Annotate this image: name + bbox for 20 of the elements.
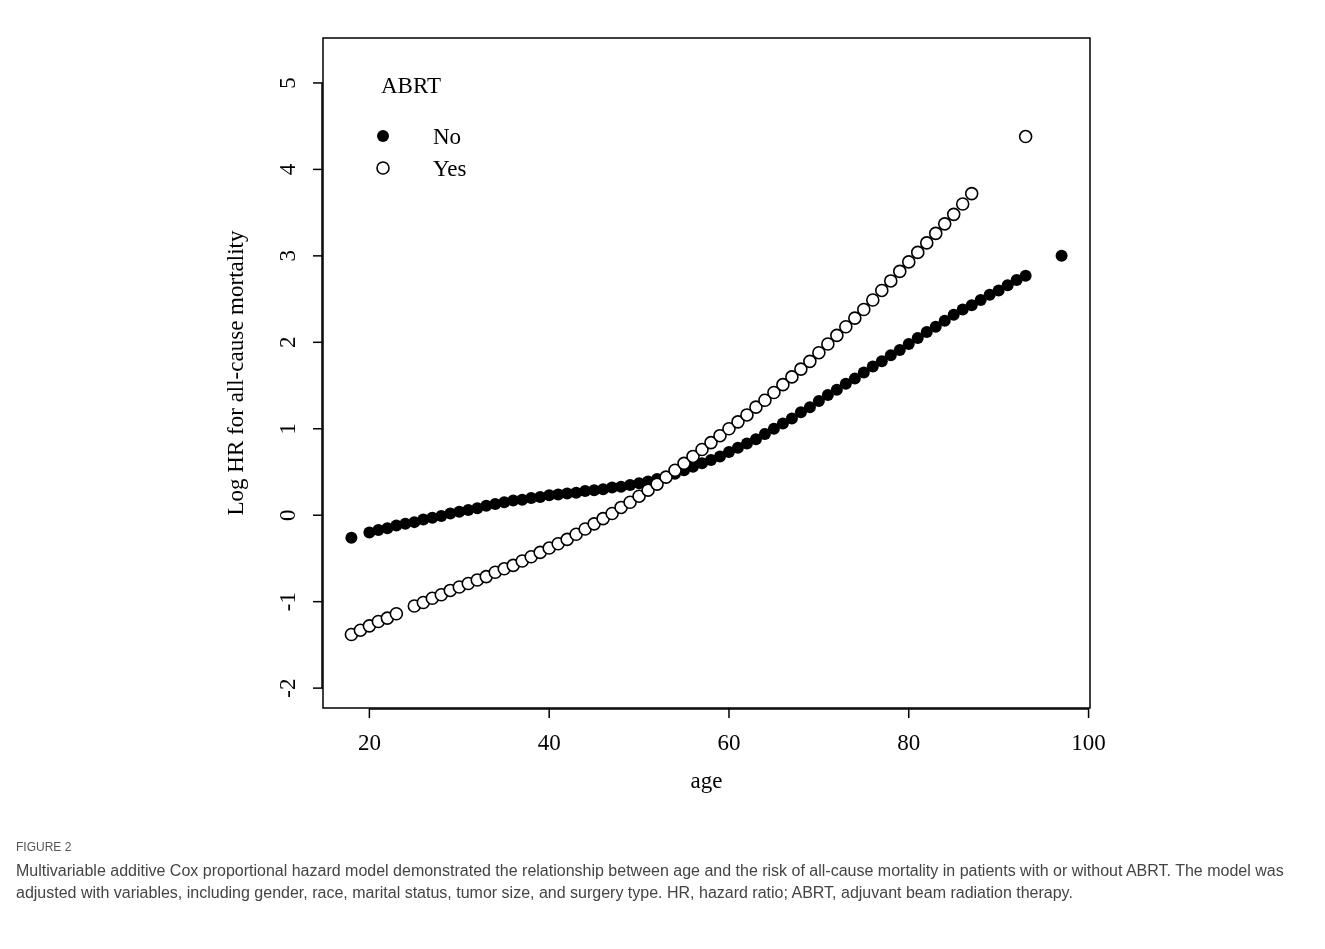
caption: FIGURE 2: [16, 840, 73, 854]
text: Multivariable additive Cox proportional hazard model demonstrated the relationship between age and the risk of all-cause mortality in patients with or without ABRT. The model was adjusted with variables, including gender, race, marital status, tumor size, and surgery type. HR, hazard ratio; ABRT, adjuvant beam radiation therapy.: [16, 861, 1285, 903]
x-tick-label: 20: [357, 730, 381, 755]
x-tick-label: 100: [1071, 730, 1106, 755]
y-axis-title: Log HR for all-cause mortality: [223, 230, 248, 516]
y-tick-label: -2: [275, 678, 300, 698]
y-tick-label: 1: [275, 423, 300, 435]
y-tick-label: -1: [275, 592, 300, 612]
x-tick-label: 60: [717, 730, 741, 755]
x-tick-label: 40: [537, 730, 561, 755]
legend-title: ABRT: [381, 73, 441, 98]
y-tick-label: 2: [275, 336, 300, 349]
legend-label: No: [433, 124, 462, 149]
y-tick-label: 4: [275, 163, 300, 176]
y-tick-label: 3: [275, 250, 300, 262]
x-axis-title: age: [690, 768, 723, 793]
y-tick-label: 5: [275, 77, 300, 89]
legend-label: Yes: [433, 156, 467, 181]
y-tick-label: 0: [275, 509, 300, 521]
x-tick-label: 80: [897, 730, 921, 755]
